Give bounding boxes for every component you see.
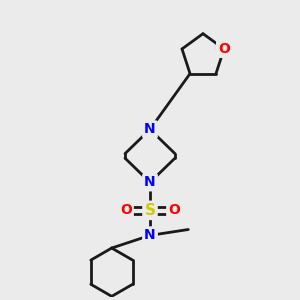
Text: N: N (144, 176, 156, 189)
Text: N: N (144, 122, 156, 136)
Text: O: O (120, 203, 132, 218)
Text: O: O (168, 203, 180, 218)
Text: N: N (144, 228, 156, 242)
Text: S: S (145, 203, 155, 218)
Text: O: O (218, 42, 230, 56)
